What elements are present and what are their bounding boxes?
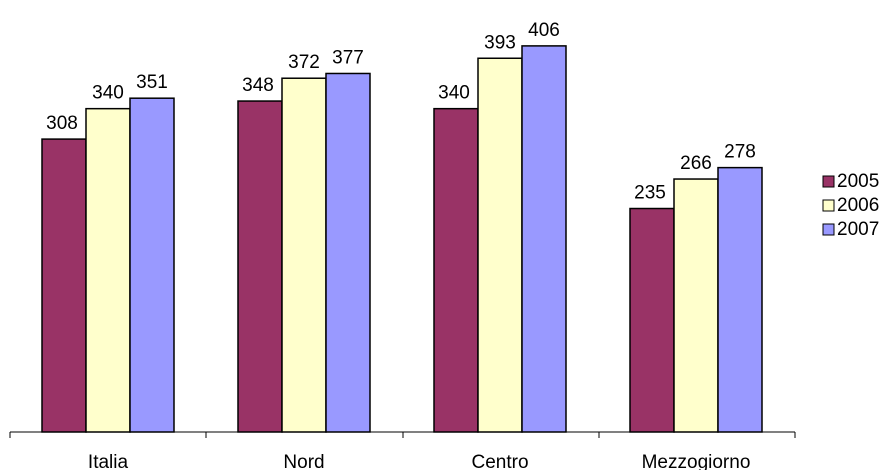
value-label-centro-2005: 340 [438, 83, 470, 104]
value-label-nord-2006: 372 [288, 52, 320, 73]
value-label-nord-2005: 348 [242, 75, 274, 96]
x-tick-label-italia: Italia [88, 452, 129, 470]
bar-centro-2006 [477, 57, 523, 433]
value-label-italia-2006: 340 [92, 83, 124, 104]
bar-centro-2007 [521, 45, 567, 433]
bar-nord-2005 [237, 100, 283, 433]
bar-italia-2007 [129, 97, 175, 433]
bar-centro-2005 [433, 107, 479, 433]
legend-swatch-2007 [822, 223, 835, 236]
legend-swatch-2006 [822, 199, 835, 212]
legend-label-2006: 2006 [837, 195, 879, 216]
value-label-mezzogiorno-2007: 278 [724, 142, 756, 163]
value-label-mezzogiorno-2006: 266 [680, 153, 712, 174]
value-label-italia-2007: 351 [136, 72, 168, 93]
bars-layer [41, 45, 763, 433]
bar-italia-2005 [41, 138, 87, 433]
value-label-italia-2005: 308 [46, 113, 78, 134]
legend-label-2005: 2005 [837, 171, 879, 192]
value-labels-layer: 308 340 351 348 372 377 340 393 406 235 266 278 [46, 20, 756, 204]
bar-italia-2006 [85, 107, 131, 433]
value-label-nord-2007: 377 [332, 47, 364, 68]
value-label-centro-2007: 406 [528, 20, 560, 41]
x-axis: Italia Nord Centro Mezzogiorno [9, 431, 796, 470]
value-label-centro-2006: 393 [484, 32, 516, 53]
x-tick-label-mezzogiorno: Mezzogiorno [642, 452, 751, 470]
bar-mezzogiorno-2005 [629, 207, 675, 433]
bar-mezzogiorno-2007 [717, 166, 763, 433]
legend-label-2007: 2007 [837, 219, 879, 240]
x-tick-label-nord: Nord [283, 452, 324, 470]
legend-swatch-2005 [822, 175, 835, 188]
bar-mezzogiorno-2006 [673, 178, 719, 433]
bar-nord-2007 [325, 72, 371, 433]
value-label-mezzogiorno-2005: 235 [634, 183, 666, 204]
bar-nord-2006 [281, 77, 327, 433]
x-tick-label-centro: Centro [471, 452, 528, 470]
legend: 2005 2006 2007 [822, 171, 879, 240]
